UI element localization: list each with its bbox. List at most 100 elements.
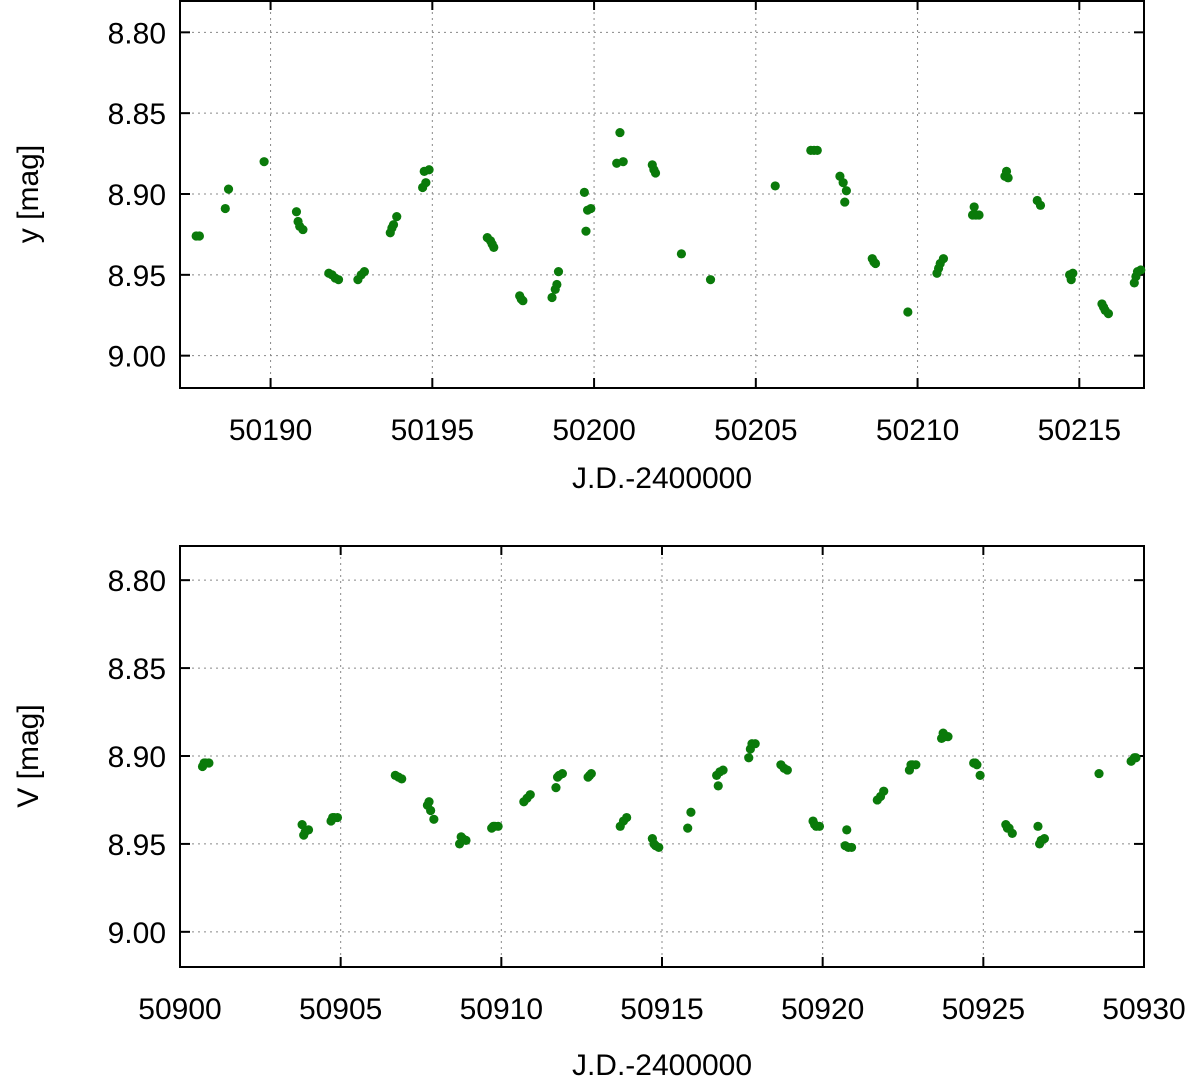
data-point xyxy=(718,765,728,775)
x-axis-title: J.D.-2400000 xyxy=(572,1049,752,1082)
data-point xyxy=(298,224,308,235)
data-point xyxy=(615,127,625,138)
y-axis-title: y [mag] xyxy=(12,145,45,243)
data-point xyxy=(842,825,852,835)
data-point xyxy=(421,178,431,188)
data-point xyxy=(969,202,979,212)
data-point xyxy=(392,212,402,222)
x-tick-label: 50915 xyxy=(620,993,703,1026)
data-point xyxy=(461,835,471,846)
data-point xyxy=(397,774,407,784)
y-tick-label: 8.80 xyxy=(108,17,166,50)
data-point xyxy=(654,842,664,853)
data-point xyxy=(814,821,825,831)
data-point xyxy=(557,768,567,779)
data-point xyxy=(223,184,234,194)
x-tick-label: 50195 xyxy=(391,414,474,447)
data-point xyxy=(782,765,792,775)
x-axis-title: J.D.-2400000 xyxy=(572,462,752,495)
x-tick-label: 50210 xyxy=(876,414,959,447)
data-point xyxy=(846,842,857,853)
data-point xyxy=(1035,200,1046,210)
data-point xyxy=(551,783,561,793)
data-point xyxy=(1033,821,1043,831)
data-point xyxy=(838,178,848,188)
data-point xyxy=(332,812,343,823)
data-point xyxy=(1131,753,1141,763)
data-point xyxy=(911,760,921,770)
y-axis-title: V [mag] xyxy=(12,704,45,807)
plot-frame xyxy=(179,0,1145,389)
y-tick-label: 8.85 xyxy=(108,98,166,131)
data-point xyxy=(297,819,307,830)
data-point xyxy=(903,307,913,317)
data-point xyxy=(1094,768,1104,779)
data-point xyxy=(518,296,528,306)
x-tick-label: 50920 xyxy=(781,993,864,1026)
data-point xyxy=(879,786,889,796)
data-point xyxy=(938,254,949,264)
data-point xyxy=(359,267,369,277)
data-point xyxy=(333,275,344,285)
y-tick-label: 9.00 xyxy=(108,917,166,950)
x-tick-label: 50205 xyxy=(714,414,797,447)
x-tick-label: 50930 xyxy=(1102,993,1185,1026)
data-point xyxy=(841,186,851,196)
data-point xyxy=(812,145,822,155)
data-point xyxy=(204,758,214,768)
data-point xyxy=(220,203,230,214)
data-point xyxy=(424,797,434,807)
x-tick-label: 50900 xyxy=(138,993,221,1026)
data-point xyxy=(975,770,985,780)
data-point xyxy=(586,203,596,214)
y-tick-label: 8.95 xyxy=(108,260,166,293)
data-point xyxy=(870,258,881,269)
data-point xyxy=(581,226,591,236)
data-point xyxy=(974,210,984,220)
y-tick-label: 8.95 xyxy=(108,829,166,862)
data-point xyxy=(1003,173,1013,183)
data-point xyxy=(426,805,436,816)
y-tick-label: 8.90 xyxy=(108,179,166,212)
data-point xyxy=(750,739,760,749)
x-tick-label: 50200 xyxy=(552,414,635,447)
data-point xyxy=(489,242,499,252)
data-point xyxy=(972,760,982,770)
data-point xyxy=(1068,268,1078,278)
data-point xyxy=(259,157,269,167)
top-panel-y-lightcurve: 8.80 8.85 8.90 8.95 9.00 50190 50195 50200 50205… xyxy=(12,0,1146,495)
data-point xyxy=(388,220,399,230)
data-point xyxy=(1007,828,1017,838)
data-point xyxy=(676,249,687,259)
x-tick-label: 50215 xyxy=(1038,414,1121,447)
data-point xyxy=(493,821,503,831)
data-point xyxy=(622,812,632,823)
data-point xyxy=(686,807,696,817)
data-point xyxy=(1039,834,1049,844)
data-point xyxy=(553,267,564,277)
data-point xyxy=(618,157,628,167)
y-tick-label: 8.80 xyxy=(108,565,166,598)
y-tick-label: 8.85 xyxy=(108,653,166,686)
data-point xyxy=(943,732,953,742)
data-point xyxy=(1136,265,1146,275)
data-point xyxy=(303,825,314,835)
y-tick-label: 9.00 xyxy=(108,341,166,374)
data-point xyxy=(1103,309,1114,319)
data-point xyxy=(424,165,434,175)
data-point xyxy=(770,181,780,191)
data-point xyxy=(547,292,557,303)
data-point xyxy=(429,814,439,824)
x-tick-label: 50190 xyxy=(229,414,312,447)
y-tick-label: 8.90 xyxy=(108,741,166,774)
x-tick-label: 50905 xyxy=(299,993,382,1026)
plot-frame xyxy=(179,545,1145,968)
data-point xyxy=(525,790,535,800)
data-point xyxy=(579,187,589,197)
data-point xyxy=(683,823,693,833)
x-tick-label: 50925 xyxy=(942,993,1025,1026)
data-point xyxy=(552,279,562,290)
data-point xyxy=(586,768,596,779)
data-point xyxy=(194,231,205,241)
